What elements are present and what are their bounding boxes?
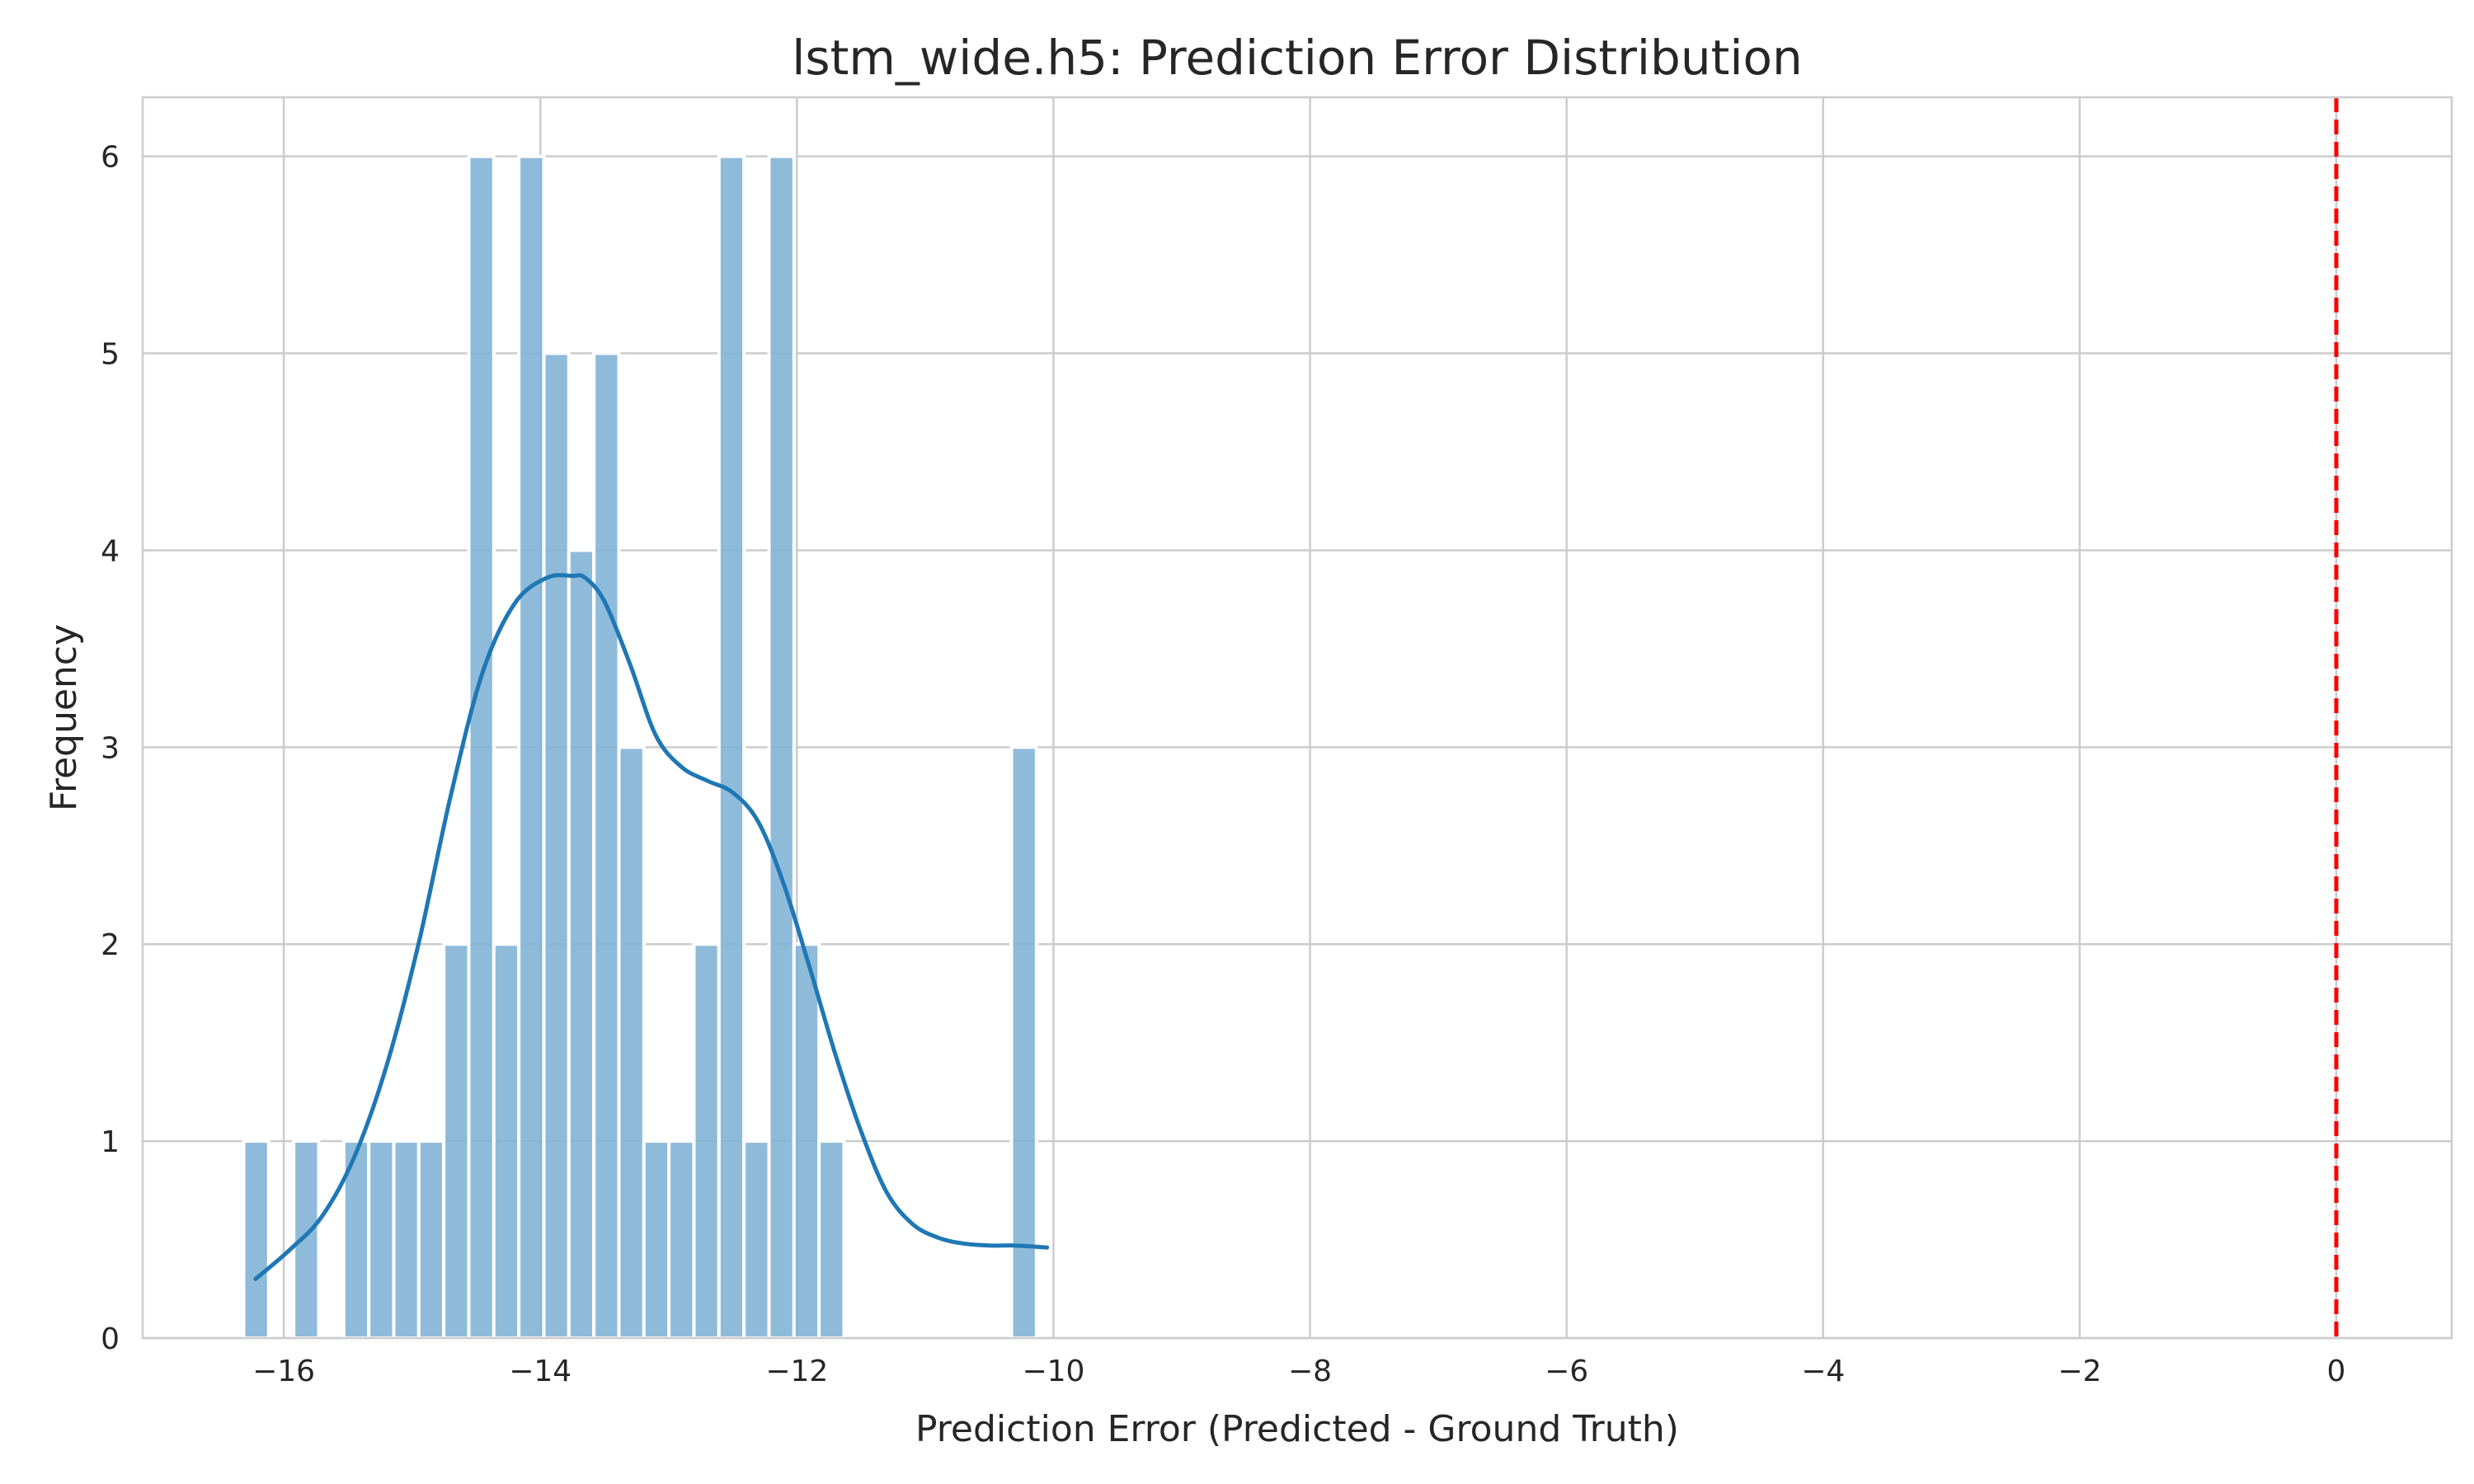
x-axis-label: Prediction Error (Predicted - Ground Tru…	[915, 1408, 1679, 1450]
histogram-bar-7	[467, 154, 496, 1341]
histogram-bar-19	[767, 154, 796, 1341]
histogram-bar-0	[242, 1139, 270, 1340]
x-tick-label-1: −14	[509, 1355, 571, 1388]
histogram-bar-4	[392, 1139, 421, 1340]
y-tick-label-0: 0	[101, 1322, 120, 1356]
histogram-bar-14	[642, 1139, 671, 1340]
histogram-bar-20	[792, 942, 821, 1340]
kde-curve	[253, 573, 1050, 1281]
histogram-bar-9	[517, 154, 546, 1341]
histogram-bar-5	[416, 1139, 446, 1340]
y-tick-label-6: 6	[101, 141, 120, 175]
x-tick-label-3: −10	[1022, 1355, 1084, 1388]
y-tick-label-2: 2	[101, 928, 120, 962]
histogram-bar-12	[592, 351, 621, 1340]
x-tick-label-7: −2	[2058, 1355, 2101, 1388]
y-tick-label-4: 4	[101, 534, 120, 568]
x-tick-label-2: −12	[765, 1355, 828, 1388]
x-axis-ticks: −16 −14 −12 −10 −8 −6 −4 −2 0	[252, 1355, 2345, 1388]
x-tick-label-0: −16	[252, 1355, 315, 1388]
histogram-bar-16	[692, 942, 721, 1340]
histogram-bar-11	[567, 548, 596, 1340]
histogram-bar-21	[817, 1139, 846, 1340]
histogram-bar-17	[717, 154, 746, 1341]
y-axis-label: Frequency	[43, 624, 85, 811]
histogram-bar-10	[542, 351, 571, 1340]
histogram-bar-15	[667, 1139, 696, 1340]
kde-curve-layer	[253, 573, 1050, 1281]
histogram-bar-1	[292, 1139, 321, 1340]
histogram-bar-18	[742, 1139, 771, 1340]
y-axis-ticks: 0 1 2 3 4 5 6	[101, 141, 120, 1356]
histogram-bar-22	[1009, 745, 1038, 1340]
chart-title: lstm_wide.h5: Prediction Error Distribut…	[792, 30, 1802, 86]
y-tick-label-5: 5	[101, 338, 120, 372]
histogram-bar-6	[442, 942, 471, 1340]
histogram-bar-8	[492, 942, 521, 1340]
x-tick-label-8: 0	[2327, 1355, 2346, 1388]
histogram-bar-3	[367, 1139, 396, 1340]
y-tick-label-1: 1	[101, 1125, 120, 1159]
histogram-bars	[242, 154, 1038, 1341]
x-tick-label-4: −8	[1288, 1355, 1332, 1388]
x-tick-label-6: −4	[1801, 1355, 1845, 1388]
y-tick-label-3: 3	[101, 731, 120, 765]
plot-frame	[141, 96, 2453, 1340]
histogram-bar-13	[617, 745, 646, 1340]
x-tick-label-5: −6	[1545, 1355, 1588, 1388]
